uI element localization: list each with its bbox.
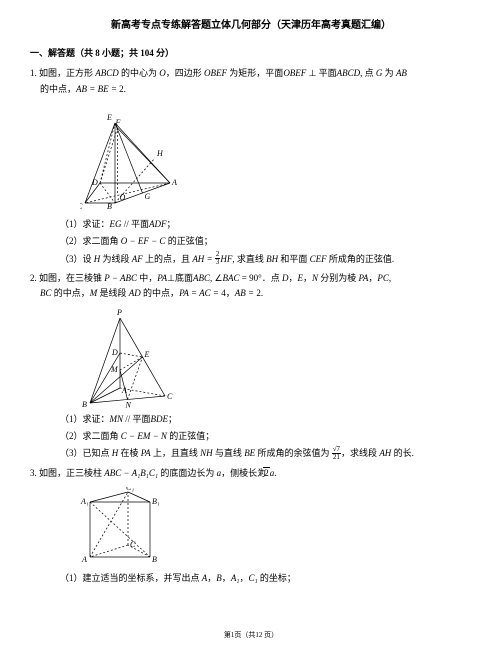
svg-text:B: B — [107, 202, 112, 211]
sub-item-3: （3）设 H 为线段 AF 上的点，且 AH = 23HF, 求直线 BH 和平… — [60, 252, 472, 267]
svg-text:P: P — [116, 308, 122, 317]
problem-text: 1. 如图，正方形 ABCD 的中心为 O，四边形 OBEF 为矩形，平面OBE… — [30, 66, 472, 81]
sub-item-1: （1）建立适当的坐标系，并写出点 A，B，A₁，C₁ 的坐标； — [60, 571, 472, 586]
svg-text:N: N — [125, 400, 132, 408]
page-footer: 第1页（共12 页） — [0, 630, 502, 641]
svg-text:A₁: A₁ — [80, 497, 89, 506]
svg-text:C: C — [80, 202, 83, 211]
fig2: P A B C DM E N — [80, 308, 175, 408]
svg-text:B₁: B₁ — [152, 497, 160, 506]
figure-wrapper: A B C A₁ B₁ C₁ — [80, 487, 472, 567]
svg-text:D: D — [111, 348, 118, 357]
sub-item-1: （1）求证：MN // 平面BDE； — [60, 412, 472, 427]
sub-items: （1）求证：EG // 平面ADF； （2）求二面角 O − EF − C 的正弦… — [30, 217, 472, 267]
problem-text-cont: BC 的中点，M 是线段 AD 的中点，PA = AC = 4，AB = 2. — [30, 286, 472, 301]
section-header: 一、解答题（共 8 小题；共 104 分） — [30, 46, 472, 60]
svg-text:A: A — [81, 555, 87, 564]
svg-text:G: G — [145, 192, 151, 201]
figure-wrapper: P A B C DM E N — [80, 308, 472, 408]
problem-text: 2. 如图，在三棱锥 P − ABC 中，PA⊥底面ABC, ∠BAC = 90… — [30, 271, 472, 286]
svg-text:M: M — [110, 365, 119, 374]
sub-items: （1）建立适当的坐标系，并写出点 A，B，A₁，C₁ 的坐标； — [30, 571, 472, 586]
sub-item-2: （2）求二面角 C − EM − N 的正弦值； — [60, 429, 472, 444]
svg-text:C₁: C₁ — [126, 487, 134, 492]
problem-text: 3. 如图，正三棱柱 ABC − A₁B₁C₁ 的底面边长为 a，侧棱长为 2a… — [30, 466, 472, 481]
problem-1: 1. 如图，正方形 ABCD 的中心为 O，四边形 OBEF 为矩形，平面OBE… — [30, 66, 472, 267]
svg-text:B: B — [82, 400, 87, 408]
svg-text:D: D — [91, 178, 98, 187]
figure-wrapper: D A B C O G FE H — [80, 103, 472, 213]
svg-text:H: H — [156, 149, 164, 158]
fig3: A B C A₁ B₁ C₁ — [80, 487, 165, 567]
svg-text:O: O — [120, 193, 126, 202]
svg-text:B: B — [152, 555, 157, 564]
svg-text:A: A — [121, 386, 127, 395]
fig1: D A B C O G FE H — [80, 103, 190, 213]
problem-text-cont: 的中点，AB = BE = 2. — [30, 82, 472, 97]
svg-text:E: E — [144, 350, 150, 359]
svg-text:E: E — [106, 113, 112, 122]
sub-item-3: （3）已知点 H 在棱 PA 上，且直线 NH 与直线 BE 所成角的余弦值为 … — [60, 446, 472, 461]
page-title: 新高考专点专练解答题立体几何部分（天津历年高考真题汇编） — [30, 18, 472, 34]
sub-items: （1）求证：MN // 平面BDE； （2）求二面角 C − EM − N 的正弦… — [30, 412, 472, 462]
problem-2: 2. 如图，在三棱锥 P − ABC 中，PA⊥底面ABC, ∠BAC = 90… — [30, 271, 472, 462]
sub-item-2: （2）求二面角 O − EF − C 的正弦值； — [60, 234, 472, 249]
svg-text:F: F — [115, 118, 121, 127]
sub-item-1: （1）求证：EG // 平面ADF； — [60, 217, 472, 232]
problem-3: 3. 如图，正三棱柱 ABC − A₁B₁C₁ 的底面边长为 a，侧棱长为 2a… — [30, 466, 472, 587]
svg-text:C: C — [130, 540, 136, 549]
svg-text:A: A — [171, 178, 177, 187]
svg-text:C: C — [167, 392, 173, 401]
problems-list: 1. 如图，正方形 ABCD 的中心为 O，四边形 OBEF 为矩形，平面OBE… — [30, 66, 472, 586]
